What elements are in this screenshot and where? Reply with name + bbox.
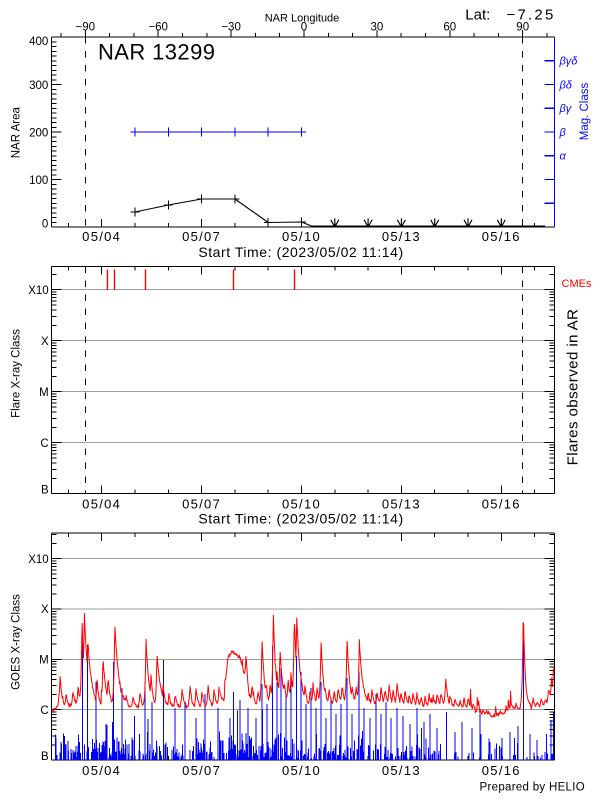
svg-text:NAR Area: NAR Area — [11, 107, 23, 159]
svg-text:30: 30 — [371, 22, 384, 34]
svg-text:Start Time: (2023/05/02 11:14): Start Time: (2023/05/02 11:14) — [198, 244, 403, 260]
svg-text:Flare X-ray Class: Flare X-ray Class — [11, 329, 23, 418]
svg-text:B: B — [41, 485, 49, 497]
svg-text:C: C — [40, 438, 48, 450]
svg-text:05/07: 05/07 — [182, 497, 221, 512]
svg-text:100: 100 — [29, 175, 48, 187]
svg-text:05/16: 05/16 — [482, 497, 521, 512]
svg-text:X10: X10 — [28, 285, 48, 297]
svg-text:M: M — [39, 387, 49, 399]
svg-text:βδ: βδ — [559, 79, 573, 91]
svg-text:05/10: 05/10 — [282, 229, 321, 244]
svg-text:Flares observed in AR: Flares observed in AR — [565, 309, 582, 466]
svg-text:Start Time: (2023/05/02 11:14): Start Time: (2023/05/02 11:14) — [198, 511, 403, 527]
svg-text:200: 200 — [29, 127, 48, 139]
svg-text:GOES X-ray Class: GOES X-ray Class — [11, 594, 23, 690]
svg-text:X: X — [41, 604, 49, 616]
svg-text:0: 0 — [301, 22, 307, 34]
svg-text:05/04: 05/04 — [82, 497, 121, 512]
svg-text:05/13: 05/13 — [382, 229, 421, 244]
svg-text:−90: −90 — [76, 22, 96, 34]
svg-text:05/16: 05/16 — [482, 763, 521, 778]
svg-text:Prepared by HELIO: Prepared by HELIO — [480, 782, 585, 794]
svg-text:300: 300 — [29, 80, 48, 92]
svg-text:05/16: 05/16 — [482, 229, 521, 244]
svg-text:05/10: 05/10 — [282, 497, 321, 512]
svg-text:05/13: 05/13 — [382, 497, 421, 512]
svg-text:β: β — [559, 127, 567, 139]
svg-text:−30: −30 — [221, 22, 241, 34]
svg-text:βγδ: βγδ — [559, 56, 579, 68]
svg-text:B: B — [41, 751, 49, 763]
svg-text:−60: −60 — [148, 22, 168, 34]
svg-text:α: α — [560, 151, 567, 163]
svg-text:05/07: 05/07 — [182, 763, 221, 778]
svg-text:CMEs: CMEs — [562, 278, 592, 290]
svg-text:05/04: 05/04 — [82, 763, 121, 778]
svg-text:0: 0 — [42, 219, 48, 231]
svg-text:NAR 13299: NAR 13299 — [98, 40, 215, 65]
svg-text:05/07: 05/07 — [182, 229, 221, 244]
svg-text:−7.25: −7.25 — [507, 7, 556, 24]
svg-text:05/10: 05/10 — [282, 763, 321, 778]
svg-text:M: M — [39, 655, 49, 667]
svg-text:Lat:: Lat: — [465, 7, 490, 24]
svg-text:90: 90 — [516, 22, 529, 34]
svg-text:05/04: 05/04 — [82, 229, 121, 244]
svg-text:60: 60 — [443, 22, 456, 34]
svg-text:X: X — [41, 336, 49, 348]
svg-text:Mag. Class: Mag. Class — [579, 82, 591, 140]
svg-text:05/13: 05/13 — [382, 763, 421, 778]
svg-text:400: 400 — [29, 36, 48, 48]
svg-text:NAR Longitude: NAR Longitude — [265, 13, 340, 25]
svg-text:C: C — [40, 705, 48, 717]
svg-text:X10: X10 — [28, 554, 48, 566]
svg-text:βγ: βγ — [559, 103, 573, 115]
